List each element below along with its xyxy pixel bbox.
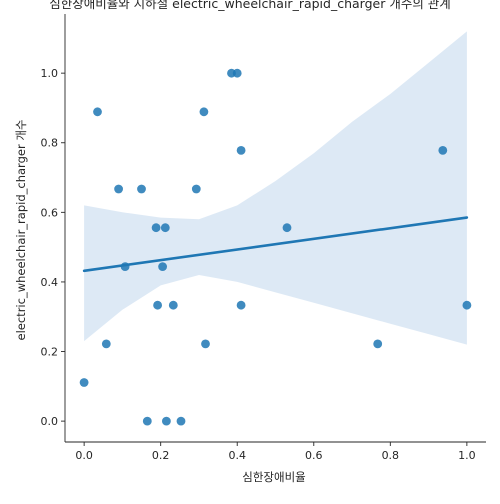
- data-point: [373, 339, 383, 349]
- data-point: [236, 300, 246, 310]
- data-point: [232, 68, 242, 78]
- x-tick-label: 0.0: [75, 449, 93, 462]
- data-point: [158, 262, 168, 271]
- data-point: [201, 339, 210, 349]
- regression-layer: [82, 216, 469, 273]
- axes-layer: 0.0 0.2 0.4 0.6 0.8 1.0 0.0 0.2 0.4 0.6 0.8 1.0: [41, 14, 486, 462]
- y-tick-label: 0.4: [41, 276, 59, 289]
- data-point: [160, 223, 170, 233]
- data-point: [142, 416, 152, 426]
- x-tick-label: 0.2: [152, 449, 170, 462]
- regression-line: [82, 216, 469, 273]
- data-point: [151, 223, 161, 233]
- data-point: [236, 146, 246, 155]
- points-layer: [79, 68, 472, 426]
- data-point: [199, 107, 209, 117]
- confidence-band: [84, 31, 467, 345]
- y-tick-label: 0.2: [41, 346, 59, 359]
- data-point: [93, 107, 102, 117]
- x-axis-label: 심한장애비율: [242, 470, 305, 484]
- data-point: [101, 339, 111, 349]
- data-point: [438, 146, 448, 155]
- x-tick-label: 0.6: [305, 449, 323, 462]
- confidence-band-layer: [84, 31, 467, 345]
- data-point: [114, 184, 123, 194]
- data-point: [162, 416, 171, 426]
- x-tick-label: 0.8: [382, 449, 400, 462]
- y-tick-label: 1.0: [41, 67, 59, 80]
- y-tick-label: 0.0: [41, 415, 59, 428]
- y-axis-label: electric_wheelchair_rapid_charger 개수: [14, 120, 28, 341]
- data-point: [282, 223, 292, 233]
- data-point: [168, 300, 178, 310]
- x-tick-label: 0.4: [228, 449, 246, 462]
- x-tick-label: 1.0: [458, 449, 476, 462]
- data-point: [191, 184, 201, 194]
- chart-title: 심한장애비율와 지하철 electric_wheelchair_rapid_ch…: [49, 0, 451, 11]
- y-tick-label: 0.6: [41, 206, 59, 219]
- data-point: [79, 378, 89, 387]
- data-point: [153, 300, 163, 310]
- y-tick-label: 0.8: [41, 137, 59, 150]
- data-point: [137, 184, 146, 194]
- data-point: [176, 416, 186, 426]
- data-point: [462, 300, 472, 310]
